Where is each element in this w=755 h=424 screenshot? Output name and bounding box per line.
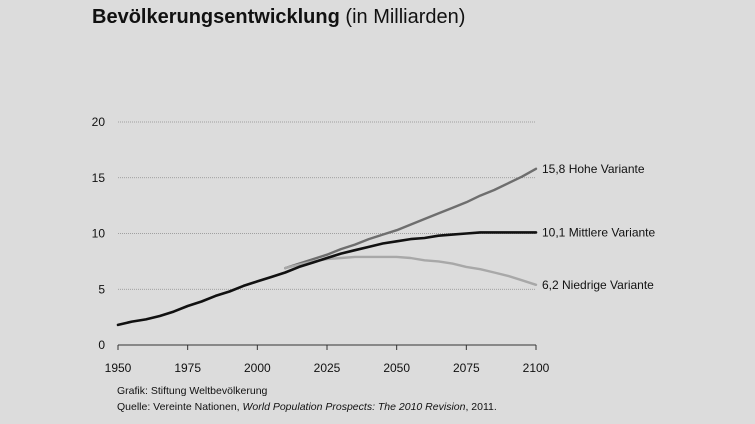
source-suffix: , 2011. (465, 401, 497, 413)
x-tick-label-2100: 2100 (523, 361, 550, 375)
x-axis-ticks: 1950 1975 2000 2025 2050 2075 2100 (105, 345, 550, 375)
y-tick-label-15: 15 (92, 171, 106, 185)
chart-title-unit: (in Milliarden) (345, 6, 466, 28)
source-title: World Population Prospects: The 2010 Rev… (242, 401, 466, 413)
series-line-hohe-variante (284, 167, 538, 270)
series-line-mittlere-variante (116, 231, 538, 327)
source-prefix: Quelle: Vereinte Nationen, (117, 401, 243, 413)
y-tick-label-5: 5 (98, 282, 105, 296)
y-tick-label-0: 0 (98, 338, 105, 352)
x-tick-label-2050: 2050 (383, 361, 410, 375)
chart-credit: Grafik: Stiftung Weltbevölkerung (117, 385, 268, 397)
y-tick-label-10: 10 (92, 227, 106, 241)
series-label-niedrige-variante: 6,2 Niedrige Variante (542, 278, 654, 292)
series-line-niedrige-variante (284, 255, 538, 286)
x-tick-label-2000: 2000 (244, 361, 271, 375)
series-label-hohe-variante: 15,8 Hohe Variante (542, 162, 645, 176)
x-tick-label-2025: 2025 (314, 361, 341, 375)
x-tick-label-1950: 1950 (105, 361, 132, 375)
chart-title: Bevölkerungsentwicklung (in Milliarden) (92, 6, 465, 29)
x-tick-label-2075: 2075 (453, 361, 480, 375)
series-label-mittlere-variante: 10,1 Mittlere Variante (542, 225, 655, 239)
series-end-labels: 15,8 Hohe Variante 6,2 Niedrige Variante 1… (542, 162, 655, 292)
y-axis-ticks: 0 5 10 15 20 (92, 115, 106, 352)
x-tick-label-1975: 1975 (174, 361, 201, 375)
series-lines (116, 167, 538, 327)
chart-title-main: Bevölkerungsentwicklung (92, 6, 340, 28)
y-tick-label-20: 20 (92, 115, 106, 129)
chart-source: Quelle: Vereinte Nationen, World Populat… (117, 401, 497, 413)
